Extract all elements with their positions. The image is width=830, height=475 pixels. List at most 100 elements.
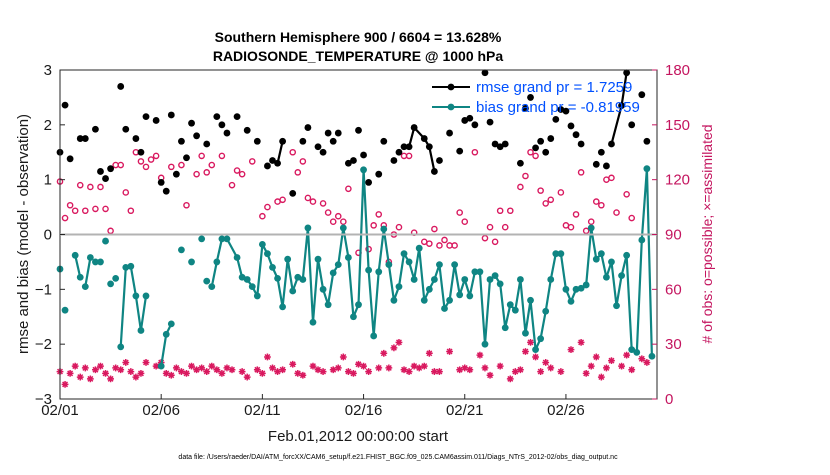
bias-marker [223, 235, 231, 243]
obs-assimilated-marker [117, 366, 125, 374]
bias-marker [405, 258, 413, 266]
bias-marker [324, 301, 332, 309]
bias-marker [162, 330, 170, 338]
rmse-marker [324, 129, 332, 137]
rmse-marker [643, 137, 651, 145]
bias-marker [395, 283, 403, 290]
rmse-marker [289, 189, 297, 197]
bias-marker [253, 292, 261, 300]
y-tick-label-right: 180 [665, 62, 690, 79]
rmse-marker [425, 143, 433, 151]
obs-assimilated-marker [339, 353, 347, 361]
obs-possible-marker [208, 161, 216, 169]
bias-marker [567, 297, 575, 305]
rmse-marker [562, 107, 570, 115]
y-tick-label-right: 120 [665, 172, 690, 189]
bias-marker [597, 250, 605, 258]
legend-rmse-marker [447, 83, 455, 91]
rmse-marker [152, 117, 160, 124]
rmse-marker [193, 132, 201, 140]
rmse-marker [142, 113, 150, 121]
rmse-marker [329, 137, 337, 145]
x-tick-label: 02/16 [345, 402, 383, 419]
obs-possible-marker [436, 242, 443, 249]
obs-possible-marker [582, 227, 590, 235]
rmse-marker [218, 121, 226, 129]
rmse-marker [456, 147, 464, 155]
obs-possible-marker [370, 222, 377, 229]
obs-assimilated-marker [127, 368, 135, 375]
obs-assimilated-marker [547, 364, 555, 372]
y-tick-label-left: −2 [35, 336, 52, 353]
bias-marker [355, 301, 362, 309]
bias-line [74, 255, 82, 278]
bias-marker [415, 244, 423, 252]
obs-assimilated-marker [264, 353, 271, 361]
obs-assimilated-marker [274, 368, 281, 375]
obs-assimilated-marker [76, 373, 84, 381]
bias-marker [511, 306, 519, 314]
obs-possible-marker [527, 148, 534, 156]
bias-marker [203, 277, 211, 285]
bias-marker [410, 276, 418, 283]
obs-possible-marker [71, 207, 79, 215]
obs-assimilated-marker [405, 368, 413, 375]
bias-marker [476, 268, 484, 276]
obs-assimilated-marker [294, 370, 302, 377]
bias-marker [425, 285, 433, 293]
bias-marker [532, 346, 539, 354]
bias-marker [557, 250, 565, 258]
obs-possible-marker [481, 234, 489, 242]
obs-assimilated-marker [162, 370, 170, 377]
obs-assimilated-marker [527, 338, 534, 346]
obs-assimilated-marker [410, 362, 418, 370]
obs-assimilated-marker [582, 370, 590, 377]
obs-possible-marker [87, 183, 94, 191]
bias-marker [167, 320, 175, 328]
rmse-marker [603, 162, 610, 170]
obs-assimilated-marker [193, 366, 201, 374]
obs-assimilated-marker [228, 366, 236, 374]
rmse-marker [319, 148, 327, 156]
rmse-marker [496, 143, 504, 151]
obs-assimilated-marker [415, 364, 423, 372]
rmse-marker [92, 125, 99, 133]
rmse-marker [253, 137, 261, 145]
rmse-marker [350, 157, 357, 164]
y-tick-label-left: 3 [44, 62, 52, 79]
obs-assimilated-marker [618, 362, 625, 370]
bias-line [119, 265, 148, 347]
obs-possible-marker [426, 240, 433, 247]
bias-marker [618, 272, 625, 280]
bias-marker [420, 296, 428, 304]
bias-marker [648, 352, 656, 360]
bias-marker [613, 302, 620, 310]
bias-marker [608, 258, 615, 266]
bias-marker [486, 276, 494, 283]
bias-marker [501, 324, 509, 332]
rmse-marker [365, 179, 373, 186]
rmse-marker [592, 160, 600, 168]
obs-assimilated-marker [506, 375, 514, 383]
x-axis-label: Feb.01,2012 00:00:00 start [268, 428, 449, 445]
rmse-marker [162, 187, 170, 195]
obs-possible-marker [486, 223, 494, 231]
obs-assimilated-marker [592, 353, 600, 361]
obs-assimilated-marker [178, 368, 185, 375]
bias-marker [360, 166, 367, 174]
bias-marker [264, 250, 271, 258]
bias-marker [451, 261, 459, 269]
rmse-marker [491, 140, 499, 148]
obs-assimilated-marker [430, 368, 438, 375]
rmse-marker [486, 118, 494, 126]
obs-assimilated-marker [71, 362, 79, 370]
x-tick-label: 02/26 [547, 402, 585, 419]
obs-possible-marker [319, 200, 327, 207]
rmse-marker [157, 179, 165, 186]
obs-assimilated-marker [66, 370, 74, 377]
bias-line [84, 257, 92, 287]
obs-possible-marker [127, 207, 135, 215]
obs-possible-marker [102, 205, 109, 213]
obs-possible-marker [279, 196, 286, 204]
